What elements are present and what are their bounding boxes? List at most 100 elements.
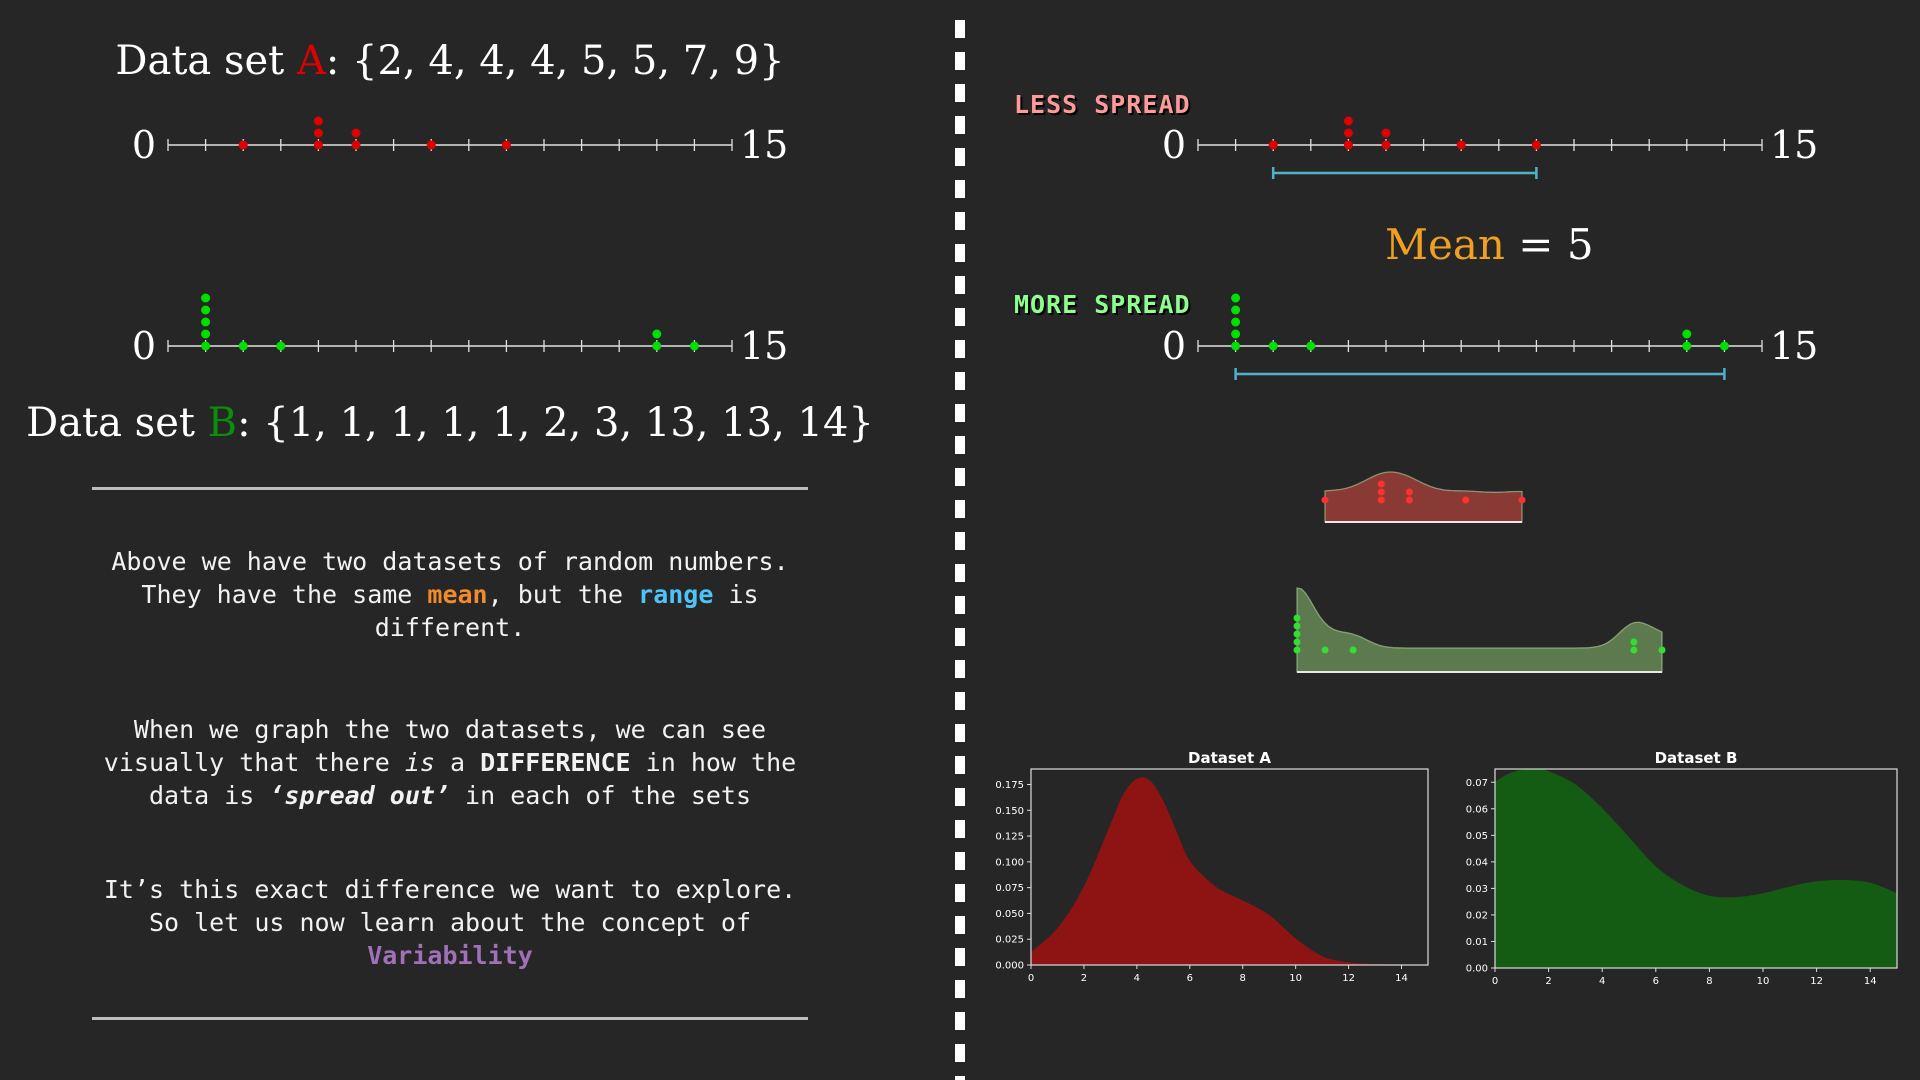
kde-y-tick-label: 0.000	[995, 961, 1024, 972]
paragraph-graph: When we graph the two datasets, we can s…	[60, 713, 840, 812]
violin-b-violin-dot	[1293, 630, 1301, 638]
kde-y-tick-label: 0.100	[995, 857, 1024, 868]
violin-a-violin-dot	[1462, 496, 1470, 504]
violin-b-violin-dot	[1293, 646, 1301, 654]
left-a-max-label: 15	[740, 123, 788, 167]
violin-b-violin-dot	[1293, 622, 1301, 630]
left-b-dot	[201, 341, 211, 351]
violin-a-violin-dot	[1405, 496, 1413, 504]
more-spread-label: MORE SPREAD	[1014, 290, 1191, 319]
dataset-a-values: : {2, 4, 4, 4, 5, 5, 7, 9}	[325, 38, 785, 84]
violin-a-violin	[1324, 471, 1523, 523]
spread-out-emphasis: ‘spread out’	[269, 781, 450, 810]
range-highlight: range	[638, 580, 714, 609]
para1-line2a: They have the same	[141, 580, 428, 609]
kde-x-tick-label: 10	[1757, 976, 1770, 987]
right-a-dot	[1456, 140, 1466, 150]
kde-x-tick-label: 4	[1134, 973, 1140, 984]
kde-y-tick-label: 0.150	[995, 806, 1024, 817]
right-a-dot	[1268, 140, 1278, 150]
left-b-dot	[201, 317, 211, 327]
left-a-dot	[238, 140, 248, 150]
dataset-a-title: Data set A: {2, 4, 4, 4, 5, 5, 7, 9}	[0, 38, 900, 84]
right-b-dot	[1682, 329, 1692, 339]
kde-x-tick-label: 2	[1081, 973, 1087, 984]
top-divider-line	[92, 487, 808, 490]
less-spread-label: LESS SPREAD	[1014, 90, 1191, 119]
left-a-dot	[351, 140, 361, 150]
right-b-min-label: 0	[1162, 324, 1186, 368]
kde-x-tick-label: 4	[1599, 976, 1605, 987]
kde-y-tick-label: 0.075	[995, 883, 1024, 894]
kde-x-tick-label: 2	[1545, 976, 1551, 987]
kde-x-tick-label: 6	[1187, 973, 1193, 984]
para2-line3a: data is	[148, 781, 270, 810]
violin-a-violin-dot	[1405, 488, 1413, 496]
violin-b-violin-dot	[1293, 614, 1301, 622]
right-b-dot	[1682, 341, 1692, 351]
kde-y-tick-label: 0.00	[1466, 964, 1488, 975]
kde-y-tick-label: 0.050	[995, 909, 1024, 920]
kde-frame	[1030, 768, 1429, 966]
left-b-dot	[652, 329, 662, 339]
kde-y-tick-label: 0.04	[1466, 857, 1488, 868]
right-a-dot	[1343, 116, 1353, 126]
violin-a-violin-dot	[1377, 496, 1385, 504]
right-b-dot	[1268, 341, 1278, 351]
para3-line1: It’s this exact difference we want to ex…	[103, 875, 797, 904]
right-a-dot	[1343, 140, 1353, 150]
kde-y-tick-label: 0.125	[995, 832, 1024, 843]
kde-title: Dataset A	[1188, 749, 1271, 767]
left-a-dot	[351, 128, 361, 138]
kde-y-tick-label: 0.025	[995, 935, 1024, 946]
kde-x-tick-label: 8	[1706, 976, 1712, 987]
kde-y-tick-label: 0.175	[995, 780, 1024, 791]
left-b-dot	[652, 341, 662, 351]
kde-frame	[1494, 768, 1898, 969]
para2-line2b: a	[434, 748, 481, 777]
kde-y-tick-label: 0.05	[1466, 831, 1488, 842]
difference-emphasis: DIFFERENCE	[480, 748, 631, 777]
right-b-dot	[1719, 341, 1729, 351]
dataset-b-prefix: Data set	[26, 400, 208, 446]
mean-value: = 5	[1504, 220, 1594, 269]
kde-y-tick-label: 0.03	[1466, 884, 1488, 895]
kde-title: Dataset B	[1655, 749, 1738, 767]
variability-highlight: Variability	[367, 941, 533, 970]
left-a-dot	[313, 128, 323, 138]
kde-x-tick-label: 14	[1395, 973, 1408, 984]
kde-area	[1030, 777, 1429, 966]
kde-y-tick-label: 0.06	[1466, 804, 1488, 815]
dataset-a-prefix: Data set	[115, 38, 297, 84]
right-b-dot	[1231, 305, 1241, 315]
violin-b-violin-dot	[1630, 638, 1638, 646]
violin-a-violin-dot	[1377, 480, 1385, 488]
para1-line2c: is	[713, 580, 759, 609]
kde-x-tick-label: 8	[1240, 973, 1246, 984]
kde-x-tick-label: 12	[1810, 976, 1823, 987]
left-b-dot	[201, 293, 211, 303]
dataset-a-letter: A	[296, 38, 326, 84]
right-b-dot	[1231, 317, 1241, 327]
violin-b-violin-dot	[1349, 646, 1357, 654]
right-a-dot	[1343, 128, 1353, 138]
kde-y-tick-label: 0.07	[1466, 778, 1488, 789]
para1-line1: Above we have two datasets of random num…	[111, 547, 789, 576]
left-a-dot	[426, 140, 436, 150]
left-b-dot	[276, 341, 286, 351]
para1-line3: different.	[374, 613, 526, 642]
right-b-dot	[1231, 293, 1241, 303]
paragraph-variability: It’s this exact difference we want to ex…	[60, 873, 840, 972]
violin-b-violin	[1296, 587, 1663, 673]
right-a-max-label: 15	[1770, 123, 1818, 167]
left-b-dot	[238, 341, 248, 351]
paragraph-intro: Above we have two datasets of random num…	[60, 545, 840, 644]
right-a-dot	[1381, 140, 1391, 150]
left-b-dot	[201, 329, 211, 339]
mean-word: Mean	[1385, 220, 1505, 269]
kde-x-tick-label: 0	[1492, 976, 1498, 987]
dataset-b-values: : {1, 1, 1, 1, 1, 2, 3, 13, 13, 14}	[237, 400, 874, 446]
violin-b-violin-dot	[1293, 638, 1301, 646]
violin-b-violin-dot	[1658, 646, 1666, 654]
